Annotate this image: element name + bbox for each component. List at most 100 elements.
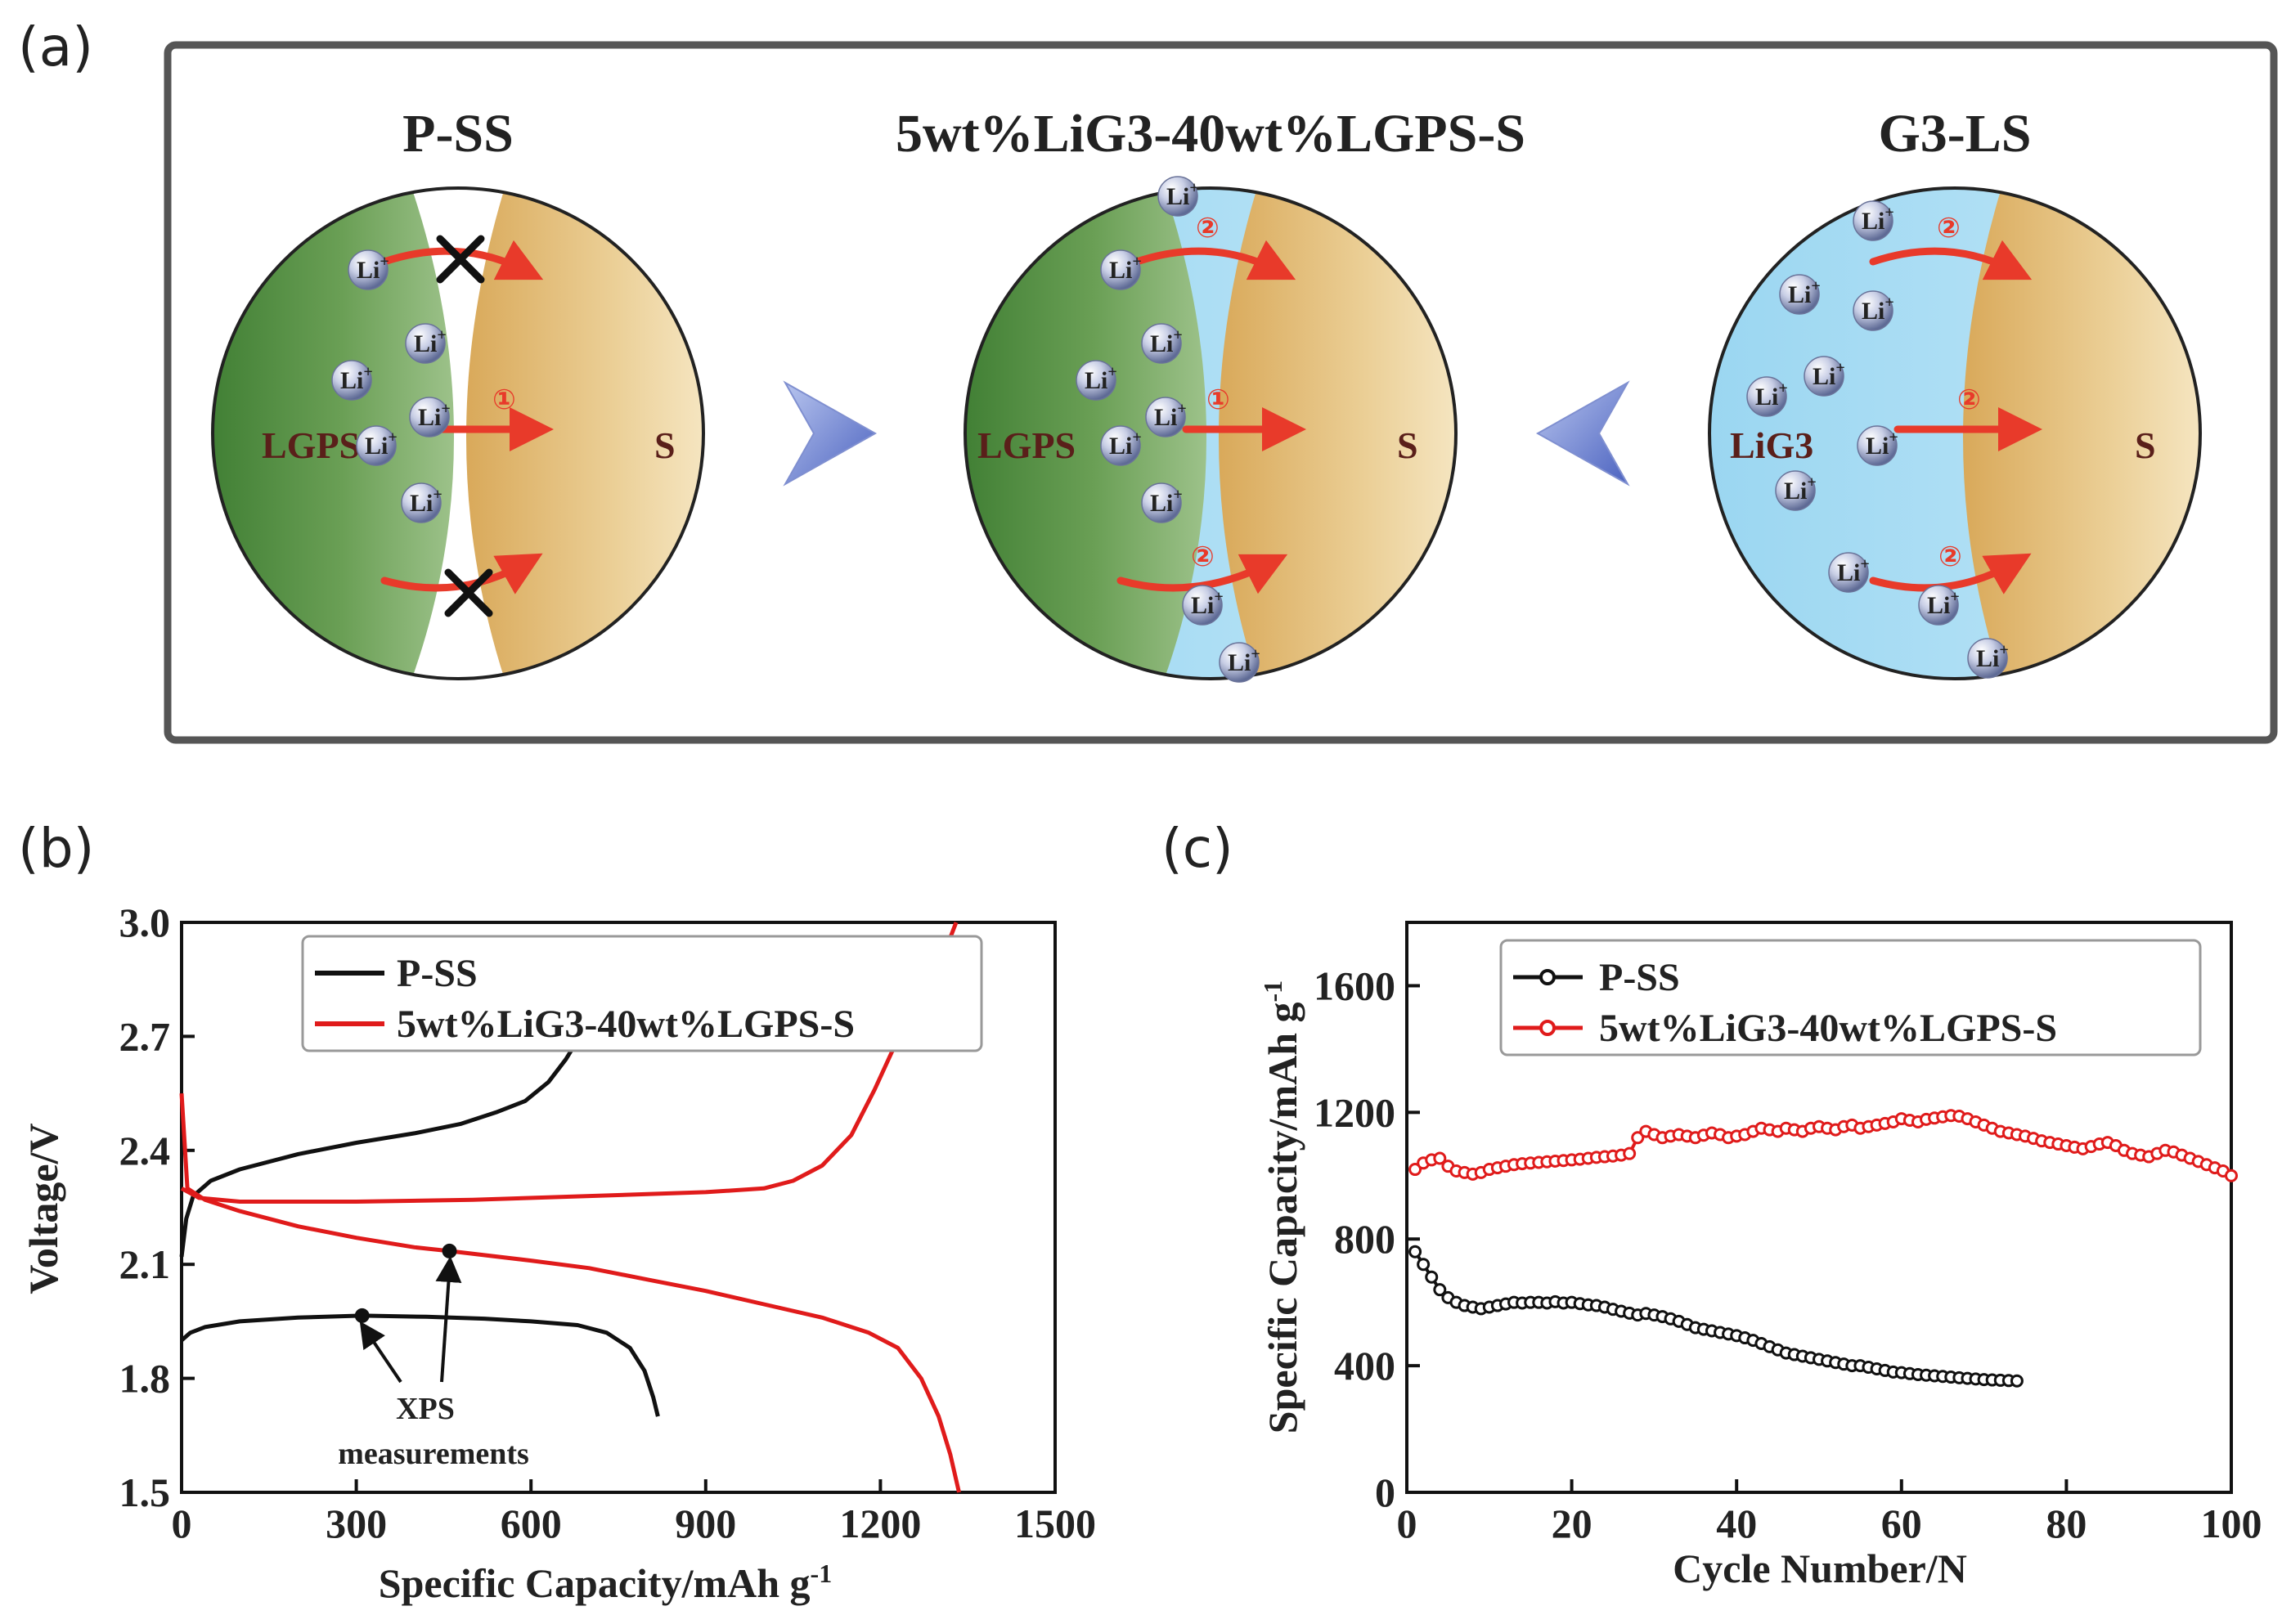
lithium-ion: Li+ xyxy=(1141,482,1183,523)
right-label: S xyxy=(1397,424,1418,466)
ion-label: Li+ xyxy=(1866,428,1898,460)
ion-charge: + xyxy=(437,326,446,344)
lithium-ion: Li+ xyxy=(1918,585,1960,626)
y-axis-label-sup: -1 xyxy=(1258,980,1287,1003)
circle-composite: 5wt%LiG3-40wt%LGPS-S LGPS S ① ② ② xyxy=(896,104,1525,680)
lithium-ion: Li+ xyxy=(1746,376,1788,417)
path-mark: ① xyxy=(1206,384,1230,416)
arrow-blocked-bottom xyxy=(380,553,543,594)
y-tick-label: 400 xyxy=(1334,1343,1395,1388)
xps-marker xyxy=(354,1308,370,1323)
path-mark: ② xyxy=(1191,541,1215,573)
legend: P-SS 5wt%LiG3-40wt%LGPS-S xyxy=(301,935,983,1052)
plot-frame xyxy=(1405,921,2233,1494)
path-mark: ② xyxy=(1938,541,1962,573)
data-point xyxy=(2010,1374,2024,1388)
chart-voltage-profile: 0 300 600 900 1200 1500 1.5 1.8 2.1 2.4 2.7 3.0 XPS m… xyxy=(20,899,1096,1606)
legend-label: P-SS xyxy=(397,952,478,995)
x-axis-label: Specific Capacity/mAh g-1 xyxy=(379,1559,832,1606)
ion-charge: + xyxy=(1811,277,1820,295)
x-tick-label: 1200 xyxy=(839,1501,921,1546)
lgps-region xyxy=(213,188,454,679)
data-point xyxy=(1408,1245,1422,1258)
cross-icon xyxy=(444,568,493,617)
lithium-ion: Li+ xyxy=(1182,585,1224,626)
path-mark: ② xyxy=(1196,212,1220,244)
y-tick-label: 3.0 xyxy=(119,899,171,945)
y-tick-label: 2.4 xyxy=(119,1128,171,1173)
lithium-ion: Li+ xyxy=(1857,425,1898,466)
ion-charge: + xyxy=(388,428,397,446)
lithium-ion: Li+ xyxy=(356,425,398,466)
ion-charge: + xyxy=(1778,379,1787,397)
annotation-text: XPS xyxy=(396,1392,455,1426)
x-tick-label: 600 xyxy=(501,1501,562,1546)
block-marks xyxy=(436,235,493,617)
ion-charge: + xyxy=(1107,363,1116,381)
right-label: S xyxy=(654,424,676,466)
lithium-ion: Li+ xyxy=(1141,323,1183,364)
annotation-arrow xyxy=(359,1321,402,1384)
y-tick-label: 1.8 xyxy=(119,1356,171,1402)
lithium-ion: Li+ xyxy=(1775,470,1817,511)
x-tick-label: 60 xyxy=(1881,1501,1922,1546)
data-point xyxy=(1433,1283,1447,1297)
ion-charge: + xyxy=(1177,400,1186,418)
arrow-path-2 xyxy=(1133,240,1296,280)
lithium-ion: Li+ xyxy=(348,249,389,290)
series-line xyxy=(180,1313,660,1417)
data-point xyxy=(1425,1270,1439,1284)
path-mark: ① xyxy=(492,384,516,416)
data-point xyxy=(1417,1258,1431,1272)
ion-charge: + xyxy=(1214,588,1223,606)
lithium-ion: Li+ xyxy=(401,482,442,523)
series-line xyxy=(1413,1250,2017,1383)
x-tick-label: 0 xyxy=(1397,1501,1417,1546)
path-mark: ② xyxy=(1957,384,1981,416)
ion-charge: + xyxy=(1860,555,1869,573)
annotation-arrow xyxy=(435,1255,462,1383)
x-tick-label: 40 xyxy=(1716,1501,1757,1546)
data-point xyxy=(2225,1169,2238,1182)
y-tick-label: 1200 xyxy=(1314,1089,1395,1135)
series-line xyxy=(179,1039,580,1258)
chevron-right-icon xyxy=(783,380,878,487)
ion-label: Li+ xyxy=(1191,588,1224,619)
ion-charge: + xyxy=(1132,253,1141,271)
ion-charge: + xyxy=(1884,294,1893,312)
lithium-ion: Li+ xyxy=(1853,290,1894,331)
chart-cycling-performance: 0 20 40 60 80 100 0 400 800 1200 1600 P-SS 5wt%LiG3-… xyxy=(1258,921,2262,1591)
legend-label: 5wt%LiG3-40wt%LGPS-S xyxy=(1599,1007,2057,1050)
lithium-ion: Li+ xyxy=(1076,360,1117,401)
y-tick-label: 800 xyxy=(1334,1216,1395,1262)
x-tick-label: 300 xyxy=(326,1501,387,1546)
data-point xyxy=(1408,1163,1422,1177)
ion-charge: + xyxy=(1884,204,1893,222)
chevron-left-icon xyxy=(1535,380,1630,487)
plot-frame xyxy=(180,921,1057,1494)
ion-charge: + xyxy=(433,486,442,504)
lithium-ion: Li+ xyxy=(1219,642,1260,683)
path-mark: ② xyxy=(1937,212,1961,244)
right-label: S xyxy=(2135,424,2156,466)
ion-charge: + xyxy=(1173,326,1182,344)
ion-charge: + xyxy=(1189,179,1198,197)
legend-marker xyxy=(1539,969,1556,985)
x-tick-label: 20 xyxy=(1552,1501,1592,1546)
lithium-ion: Li+ xyxy=(1157,176,1199,217)
ion-charge: + xyxy=(380,253,389,271)
y-tick-label: 1.5 xyxy=(119,1469,171,1515)
y-tick-label: 1600 xyxy=(1314,962,1395,1008)
y-axis-label: Voltage/V xyxy=(20,1123,66,1294)
lithium-ion: Li+ xyxy=(1145,397,1187,437)
lithium-ion: Li+ xyxy=(1853,200,1894,241)
x-tick-label: 1500 xyxy=(1014,1501,1096,1546)
ion-charge: + xyxy=(1835,359,1844,377)
circle-title: 5wt%LiG3-40wt%LGPS-S xyxy=(896,104,1525,164)
y-tick-label: 2.1 xyxy=(119,1241,171,1287)
legend-marker xyxy=(1539,1020,1556,1036)
series-line xyxy=(179,1092,961,1493)
ion-label: Li+ xyxy=(1154,400,1187,431)
ion-charge: + xyxy=(1889,428,1898,446)
